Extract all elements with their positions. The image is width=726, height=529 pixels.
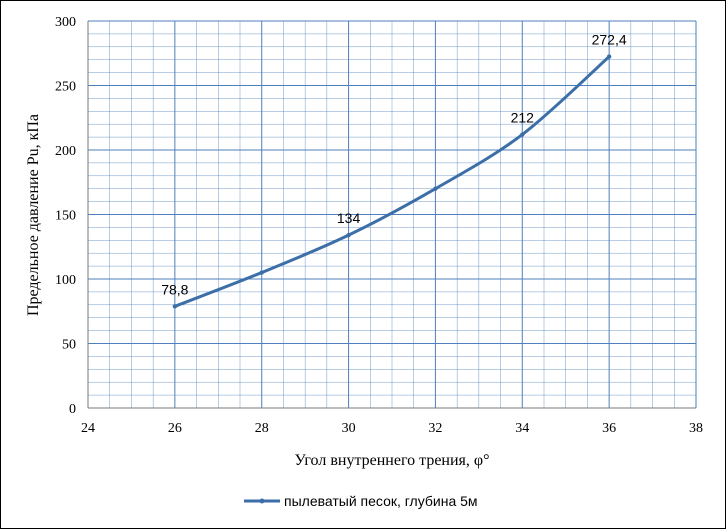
x-tick-label: 38 — [689, 421, 703, 436]
x-tick-label: 28 — [255, 421, 269, 436]
data-point — [259, 270, 264, 275]
data-point — [433, 186, 438, 191]
x-tick-label: 26 — [168, 421, 182, 436]
legend-label: пылеватый песок, глубина 5м — [284, 493, 478, 509]
data-label: 134 — [337, 210, 361, 226]
y-tick-label: 50 — [62, 338, 76, 353]
series-line — [173, 55, 611, 308]
data-point — [606, 54, 612, 59]
y-tick-label: 0 — [69, 402, 76, 417]
data-point — [346, 232, 351, 238]
y-tick-label: 200 — [55, 144, 76, 159]
y-tick-label: 300 — [55, 15, 76, 30]
data-label: 272,4 — [592, 32, 627, 48]
data-label: 212 — [511, 110, 535, 126]
y-axis-label: Предельное давление Pu, кПа — [25, 114, 42, 316]
data-point — [520, 132, 525, 137]
x-tick-label: 24 — [81, 421, 95, 436]
data-point — [172, 304, 178, 309]
x-tick-label: 30 — [342, 421, 356, 436]
x-tick-label: 36 — [602, 421, 616, 436]
legend-marker-icon — [259, 498, 265, 504]
grid — [87, 20, 697, 409]
x-tick-label: 32 — [428, 421, 442, 436]
data-labels: 78,8 134 212 272,4 — [161, 32, 627, 298]
tick-labels: 24 26 28 30 32 34 36 38 0 50 100 150 200 250 300 — [55, 15, 703, 436]
data-label: 78,8 — [161, 281, 188, 297]
series-layer — [172, 54, 612, 309]
legend: пылеватый песок, глубина 5м — [244, 493, 478, 509]
x-tick-label: 34 — [515, 421, 529, 436]
x-axis-label: Угол внутреннего трения, φ° — [294, 452, 489, 469]
y-tick-label: 100 — [55, 273, 76, 288]
y-tick-label: 250 — [55, 80, 76, 95]
y-tick-label: 150 — [55, 209, 76, 224]
